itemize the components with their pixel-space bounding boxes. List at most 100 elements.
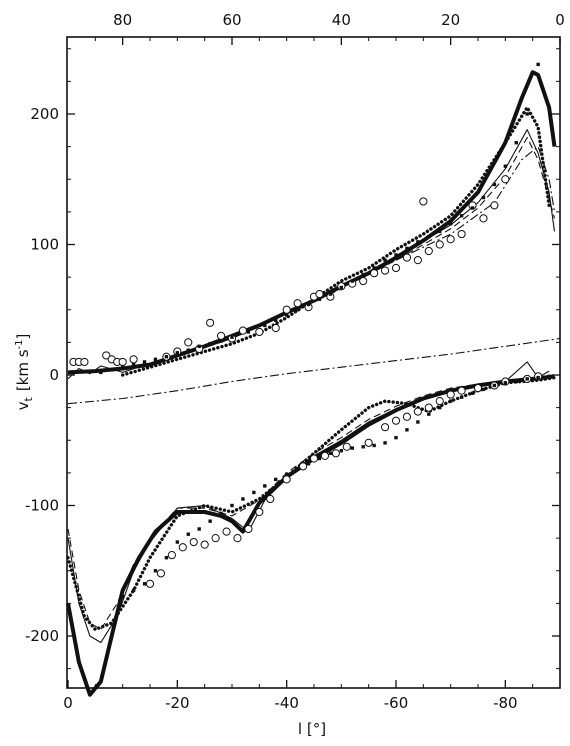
open-circle-point [255,327,264,337]
filled-dot-point [142,360,147,364]
filled-dot-point [246,330,251,334]
open-circle-point [309,454,319,463]
y-axis-label: vt [km s-1] [14,334,35,411]
filled-dot-point [230,335,234,339]
open-circle-point [413,407,422,416]
open-circle-point [156,569,166,578]
filled-dot-point [427,234,431,239]
open-circle-point [359,276,368,286]
filled-dot-point [186,348,190,352]
open-circle-point [424,246,433,256]
open-circle-point [446,390,455,399]
y-axis-label-exponent: -1 [14,339,25,349]
y-tick-label: -200 [25,627,59,645]
filled-dot-point [263,484,267,488]
filled-dot-point [438,229,442,234]
open-circle-point [102,351,111,360]
open-circle-point [293,299,302,308]
filled-dot-point [350,279,354,283]
filled-dot-point [186,532,190,536]
open-circle-point [315,289,324,299]
filled-dot-point [525,377,529,381]
filled-dot-point [175,351,180,355]
open-circle-point [424,403,433,412]
filled-dot-point [405,246,409,251]
filled-dot-point [361,445,365,449]
filled-dot-point [175,540,180,544]
top-x-tick-label: 40 [332,11,351,29]
filled-dot-point [295,467,300,471]
open-circle-point [271,323,280,333]
top-x-tick-label: 0 [555,11,565,29]
series-line-dash-dot-reference [67,337,561,405]
open-circle-point [129,355,138,364]
open-circle-point [118,357,127,367]
y-axis-label-subscript: t [22,397,35,402]
filled-dot-point [394,435,398,440]
open-circle-point [435,397,444,406]
open-circle-point [298,462,308,471]
open-circle-point [413,256,422,265]
series-line-dotted-upper [121,105,551,377]
open-circle-point [244,524,253,534]
filled-dot-point [361,272,365,277]
series-line-dotted-lower [66,375,557,632]
open-circle-point [282,305,291,314]
x-tick-label: -20 [165,694,190,712]
filled-dot-point [219,339,223,343]
filled-dot-point [372,266,376,270]
filled-dot-point [317,297,322,302]
filled-dot-point [197,344,201,348]
open-circle-point [189,537,198,547]
top-x-tick-label: 80 [113,11,132,29]
filled-dot-point [536,375,540,380]
open-circle-point [402,253,412,262]
filled-dot-point [492,383,497,388]
open-circle-point [222,527,231,536]
open-circle-point [501,175,510,184]
series-line-thick-solid-upper [67,70,557,375]
top-x-tick-label: 60 [222,11,241,29]
filled-dot-point [448,221,453,226]
filled-dot-point [470,206,475,210]
open-circle-point [167,550,176,560]
filled-dot-point [416,240,420,244]
open-circle-point [255,507,264,517]
filled-dot-point [372,443,376,448]
filled-dot-point [470,391,475,395]
filled-dot-point [328,292,333,296]
series-line-thin-solid-lower [67,361,550,644]
filled-dot-point [274,477,278,482]
series-line-thin-dashed-lower [67,375,555,631]
open-circle-point [80,357,89,367]
filled-dot-point [339,285,344,290]
filled-dot-point [153,357,158,362]
filled-dot-point [252,490,256,495]
filled-dot-point [306,462,311,466]
open-circle-point [200,540,209,549]
open-circle-point [216,331,226,340]
filled-dot-point [219,511,223,516]
filled-dot-point [295,308,300,312]
filled-dot-point [306,302,311,307]
filled-dot-point [514,379,518,384]
filled-dot-point [110,368,114,372]
filled-dot-point [284,313,289,317]
x-tick-label: -60 [384,694,409,712]
open-circle-point [435,240,444,249]
open-circle-point [457,229,466,239]
x-tick-label: -80 [493,694,518,712]
open-circle-point [419,197,428,206]
filled-dot-point [536,62,540,67]
series-line-thin-dashed-upper [67,136,556,373]
open-circle-point [331,449,340,458]
open-circle-point [402,412,412,421]
chart-marks [66,62,561,697]
top-x-tick-label: 20 [441,11,460,29]
x-tick-label: -40 [274,694,299,712]
filled-dot-point [394,253,398,257]
x-tick-label: 0 [63,694,73,712]
filled-dot-point [492,182,497,187]
filled-dot-point [120,595,125,599]
